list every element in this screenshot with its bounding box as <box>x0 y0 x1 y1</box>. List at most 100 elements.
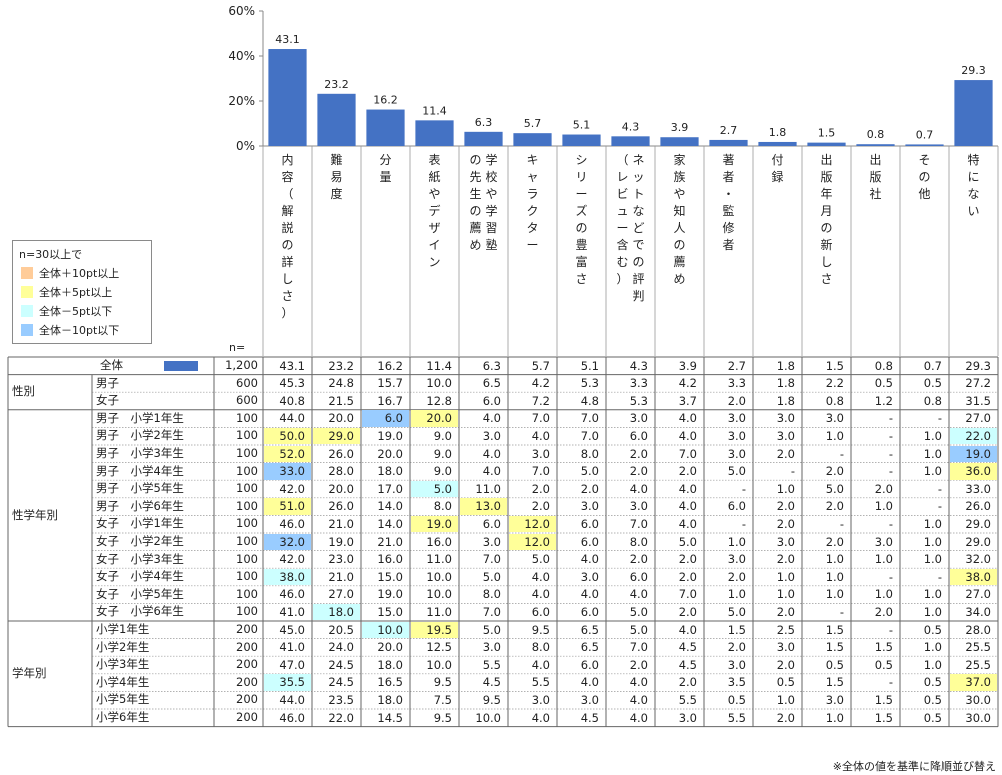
footer-note: ※全体の値を基準に降順並び替え <box>832 760 996 773</box>
category-label: 出版社 <box>869 153 881 201</box>
table-cell: 2.0 <box>629 552 648 567</box>
table-cell: 5.0 <box>678 534 697 549</box>
table-cell: 41.0 <box>279 604 305 619</box>
table-cell: 3.0 <box>776 640 795 655</box>
table-cell: 6.5 <box>482 376 501 391</box>
table-cell: 0.5 <box>923 376 942 391</box>
table-cell: 10.0 <box>362 621 409 639</box>
table-cell: 7.0 <box>678 587 697 602</box>
data-label: 2.7 <box>720 124 738 137</box>
table-cell: 32.0 <box>965 552 991 567</box>
data-label: 43.1 <box>275 33 300 46</box>
table-cell: 0.8 <box>825 393 844 408</box>
table-cell: 5.0 <box>482 569 501 584</box>
table-cell: 46.0 <box>279 516 305 531</box>
table-cell: 2.0 <box>727 640 746 655</box>
table-cell: 18.0 <box>377 657 403 672</box>
y-tick-label: 0% <box>236 139 255 153</box>
table-cell: 2.0 <box>776 657 795 672</box>
legend-item: 全体－5pt以下 <box>21 305 112 319</box>
table-cell: 21.0 <box>377 534 403 549</box>
data-label: 16.2 <box>373 94 398 107</box>
table-cell: 16.0 <box>377 552 403 567</box>
table-cell: 2.0 <box>776 710 795 725</box>
table-cell: 9.0 <box>433 428 452 443</box>
table-cell: 6.0 <box>482 393 501 408</box>
table-cell: 8.0 <box>531 640 550 655</box>
row-label: 小学1年生 <box>96 622 150 636</box>
row-n: 100 <box>236 428 258 443</box>
table-cell: 37.0 <box>950 674 997 691</box>
table-cell: 26.0 <box>328 446 354 461</box>
table-cell: 1.8 <box>776 376 795 391</box>
table-cell: 8.0 <box>433 499 452 514</box>
table-cell: 0.5 <box>923 622 942 637</box>
table-cell: 4.0 <box>629 692 648 707</box>
table-cell: 2.0 <box>776 552 795 567</box>
table-cell: 1.0 <box>923 640 942 655</box>
table-cell: 11.0 <box>426 604 452 619</box>
n-label: n= <box>229 341 246 354</box>
table-cell: 5.0 <box>482 622 501 637</box>
table-cell: 3.0 <box>629 411 648 426</box>
table-cell: 1.0 <box>923 446 942 461</box>
row-label: 小学4年生 <box>96 674 150 689</box>
table-cell: 2.0 <box>874 481 893 496</box>
table-cell: 4.0 <box>629 587 648 602</box>
table-cell: 4.0 <box>580 587 599 602</box>
bar <box>660 137 699 146</box>
table-cell: 4.0 <box>678 481 697 496</box>
legend-swatch <box>21 286 33 298</box>
table-cell: 9.5 <box>531 622 550 637</box>
table-cell: 19.5 <box>411 621 458 639</box>
table-cell: 9.0 <box>433 446 452 461</box>
table-cell: 34.0 <box>965 604 991 619</box>
table-cell: 46.0 <box>279 587 305 602</box>
table-cell: 18.0 <box>377 464 403 479</box>
table-cell: 9.5 <box>482 692 501 707</box>
table-cell: 1.0 <box>923 552 942 567</box>
table-cell: 2.0 <box>580 481 599 496</box>
table-cell: 4.0 <box>580 552 599 567</box>
bar <box>513 133 552 146</box>
table-cell: 16.5 <box>377 675 403 690</box>
row-n: 200 <box>236 639 258 654</box>
table-cell: 33.0 <box>965 481 991 496</box>
table-cell: 31.5 <box>965 393 991 408</box>
row-label: 女子 小学1年生 <box>96 516 184 531</box>
table-cell: 6.0 <box>362 410 409 427</box>
category-label: 特にない <box>967 152 979 218</box>
legend-label: 全体＋5pt以上 <box>39 286 113 299</box>
table-cell: 3.0 <box>874 534 893 549</box>
table-cell: 1.0 <box>923 587 942 602</box>
table-cell: 1.0 <box>923 516 942 531</box>
table-cell: 21.5 <box>328 393 354 408</box>
group-label: 学年別 <box>12 666 47 680</box>
table-cell: 3.3 <box>727 376 746 391</box>
category-label: 家族や知人の薦め <box>673 152 685 286</box>
table-cell: 4.0 <box>531 710 550 725</box>
row-n: 200 <box>236 674 258 689</box>
row-n: 100 <box>236 516 258 531</box>
table-cell: 4.3 <box>629 358 648 373</box>
table-cell: 4.0 <box>678 499 697 514</box>
row-n: 200 <box>236 657 258 672</box>
category-label: シリーズの豊富さ <box>575 153 587 286</box>
table-cell: 12.0 <box>509 533 556 551</box>
table-cell: 2.5 <box>776 622 795 637</box>
table-cell: 7.0 <box>580 428 599 443</box>
table-cell: - <box>888 464 893 479</box>
table-cell: 2.0 <box>776 499 795 514</box>
table-cell: 1.0 <box>874 587 893 602</box>
row-n: 100 <box>236 446 258 460</box>
table-cell: 3.0 <box>825 692 844 707</box>
table-cell: 17.0 <box>377 481 403 496</box>
category-label: 学校や学習塾の先生の薦め <box>469 152 497 252</box>
table-cell: 42.0 <box>279 552 305 567</box>
row-n: 200 <box>236 622 258 636</box>
row-label: 女子 小学6年生 <box>96 604 184 619</box>
table-cell: 29.0 <box>313 427 360 445</box>
row-n: 100 <box>236 498 258 513</box>
